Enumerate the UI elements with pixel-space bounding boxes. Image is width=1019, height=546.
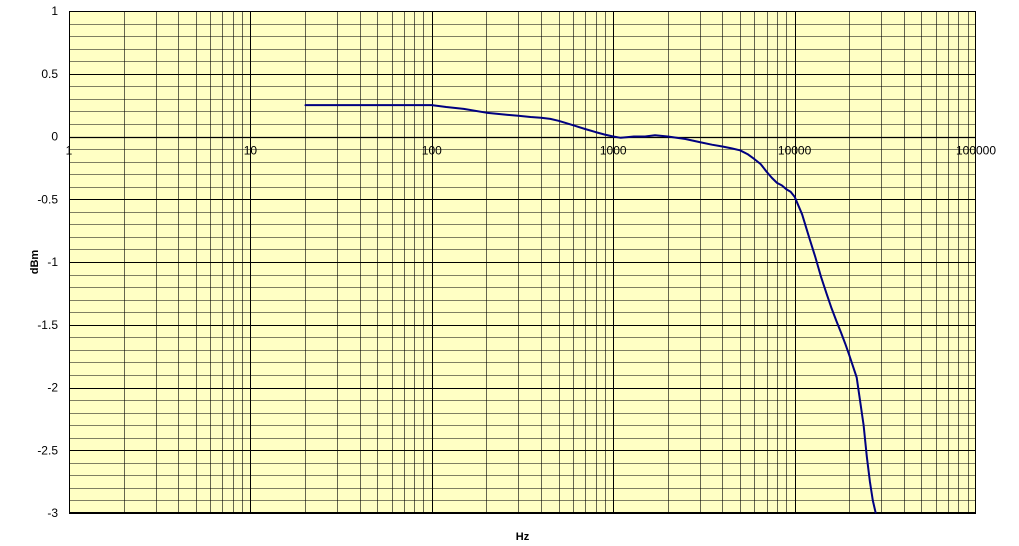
data-point: [336, 104, 338, 106]
data-point: [820, 276, 822, 278]
x-tick-label: 10000: [778, 144, 812, 158]
x-tick-label: 1: [66, 144, 73, 158]
x-axis-title: Hz: [516, 531, 530, 543]
data-point: [808, 236, 810, 238]
data-point: [572, 124, 574, 126]
data-point: [627, 136, 629, 138]
y-tick-label: 1: [51, 4, 58, 18]
x-tick-label: 10: [244, 144, 258, 158]
data-point: [721, 145, 724, 148]
data-point: [840, 331, 842, 333]
data-point: [765, 171, 768, 173]
y-tick-label: -2: [47, 381, 58, 395]
data-point: [463, 108, 465, 110]
y-tick-label: -2.5: [37, 443, 58, 457]
data-point: [403, 104, 405, 106]
data-point: [485, 112, 487, 114]
data-point: [549, 118, 551, 120]
x-tick-label: 100: [422, 144, 442, 158]
data-point: [844, 343, 846, 345]
x-tick-label: 1000: [600, 144, 627, 158]
series-layer: [304, 104, 877, 514]
data-point: [558, 120, 560, 122]
data-point: [711, 144, 713, 146]
y-tick-label: -1: [47, 255, 58, 269]
y-tick-label: 0.5: [41, 67, 58, 81]
data-point: [753, 158, 756, 160]
x-tick-label: 100000: [956, 144, 996, 158]
data-point: [620, 137, 622, 139]
data-point: [667, 135, 669, 138]
data-point: [863, 424, 865, 426]
data-point: [866, 455, 868, 458]
data-point: [825, 292, 828, 294]
data-point: [699, 141, 701, 143]
data-point: [595, 131, 597, 133]
data-point: [875, 512, 877, 514]
y-tick-label: 0: [51, 130, 58, 144]
data-point: [604, 134, 606, 136]
data-point: [781, 184, 783, 186]
data-point: [445, 106, 447, 108]
data-point: [814, 256, 816, 258]
data-point: [517, 115, 519, 117]
data-point: [529, 116, 532, 118]
y-axis-title: dBm: [29, 250, 41, 275]
data-point: [503, 113, 505, 116]
data-point: [771, 177, 773, 179]
data-point: [831, 307, 833, 309]
data-point: [790, 191, 792, 193]
data-point: [776, 182, 778, 184]
data-point: [872, 499, 874, 501]
data-point: [431, 104, 433, 106]
data-point: [835, 320, 838, 322]
data-point: [644, 135, 646, 138]
data-point: [746, 153, 749, 155]
data-point: [654, 134, 656, 136]
data-point: [848, 354, 850, 356]
y-tick-label: -0.5: [37, 192, 58, 206]
data-point: [376, 104, 378, 106]
data-point: [684, 138, 687, 140]
data-point: [584, 128, 586, 130]
data-point: [856, 376, 858, 379]
x-tick-labels: 1 10 100 1000 10000 100000: [66, 144, 997, 158]
y-tick-labels: 1 0.5 0 -0.5 -1 -1.5 -2 -2.5 -3: [37, 4, 58, 520]
data-point: [794, 196, 796, 198]
data-point: [801, 213, 803, 215]
data-point: [633, 135, 635, 138]
data-point: [304, 104, 306, 106]
y-tick-label: -3: [47, 506, 58, 520]
y-tick-label: -1.5: [37, 318, 58, 332]
data-point: [612, 135, 614, 138]
plot-frame: [69, 11, 976, 513]
data-point: [785, 188, 787, 190]
data-point: [760, 163, 762, 165]
data-point: [540, 117, 542, 119]
data-point: [731, 147, 733, 149]
data-point: [739, 149, 741, 151]
plot-border: [69, 11, 976, 513]
data-point: [869, 481, 871, 483]
